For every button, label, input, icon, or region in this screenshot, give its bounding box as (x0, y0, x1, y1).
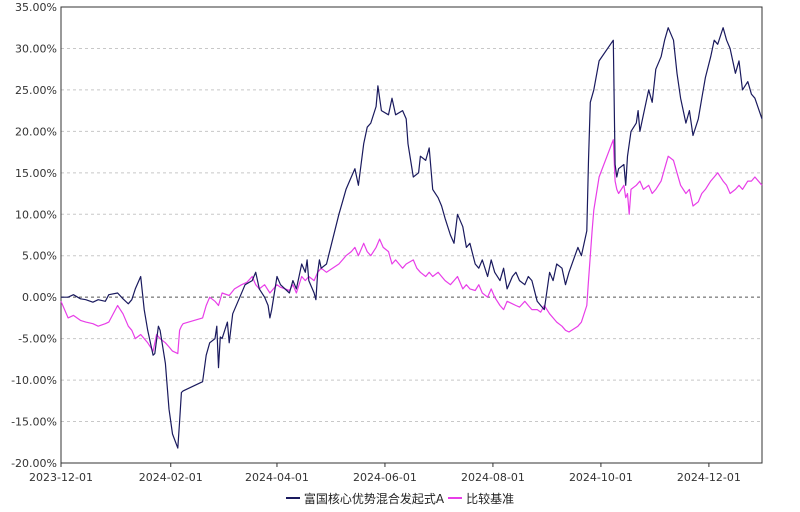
legend-swatch-benchmark (448, 497, 463, 499)
x-tick-label: 2024-12-01 (677, 471, 741, 484)
x-tick-label: 2024-06-01 (353, 471, 417, 484)
x-tick-label: 2024-08-01 (461, 471, 525, 484)
legend: 富国核心优势混合发起式A 比较基准 (0, 488, 800, 508)
y-tick-label: -15.00% (11, 416, 57, 429)
y-tick-label: 15.00% (15, 167, 57, 180)
plot-area-border (60, 6, 763, 464)
x-tick-label: 2024-04-01 (245, 471, 309, 484)
y-tick-label: -10.00% (11, 374, 57, 387)
legend-label-benchmark: 比较基准 (466, 491, 515, 506)
y-tick-label: 5.00% (22, 250, 57, 263)
legend-item-benchmark: 比较基准 (448, 490, 514, 507)
series-line-fund (61, 27, 763, 449)
y-tick-label: 30.00% (15, 42, 57, 55)
series-lines (60, 27, 763, 449)
y-tick-label: -20.00% (11, 457, 57, 470)
y-tick-label: 35.00% (15, 1, 57, 14)
y-tick-label: 10.00% (15, 208, 57, 221)
y-tick-label: -5.00% (18, 333, 57, 346)
legend-label-fund: 富国核心优势混合发起式A (303, 491, 445, 506)
legend-item-fund: 富国核心优势混合发起式A (285, 490, 445, 507)
x-axis-ticks: 2023-12-01 2024-02-01 2024-04-01 2024-06-01… (29, 463, 741, 484)
y-tick-label: 20.00% (15, 125, 57, 138)
x-tick-label: 2024-02-01 (139, 471, 203, 484)
series-line-benchmark (60, 139, 763, 355)
y-tick-label: 25.00% (15, 84, 57, 97)
legend-swatch-fund (285, 497, 300, 499)
y-tick-label: 0.00% (22, 291, 57, 304)
y-axis-ticks: 35.00% 30.00% 25.00% 20.00% 15.00% 10.00% 5.00… (11, 1, 57, 470)
x-tick-label: 2023-12-01 (29, 471, 93, 484)
x-tick-label: 2024-10-01 (569, 471, 633, 484)
grid-lines (61, 47, 762, 423)
